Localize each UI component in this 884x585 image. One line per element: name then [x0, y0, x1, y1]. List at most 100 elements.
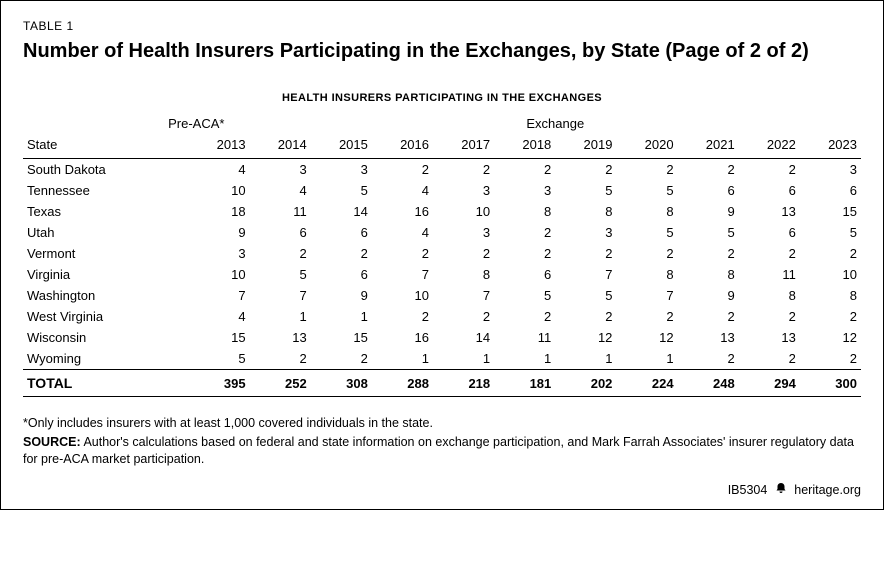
- value-cell: 2: [678, 306, 739, 327]
- page-title: Number of Health Insurers Participating …: [23, 39, 861, 64]
- total-cell: 288: [372, 370, 433, 397]
- year-header: 2021: [678, 133, 739, 159]
- value-cell: 1: [250, 306, 311, 327]
- value-cell: 1: [555, 348, 616, 370]
- value-cell: 6: [311, 264, 372, 285]
- value-cell: 5: [555, 285, 616, 306]
- table-row: Washington779107557988: [23, 285, 861, 306]
- value-cell: 14: [311, 201, 372, 222]
- value-cell: 4: [372, 222, 433, 243]
- year-header: 2023: [800, 133, 861, 159]
- value-cell: 6: [800, 180, 861, 201]
- table-row: West Virginia41122222222: [23, 306, 861, 327]
- total-cell: 218: [433, 370, 494, 397]
- total-cell: 300: [800, 370, 861, 397]
- value-cell: 2: [800, 243, 861, 264]
- footer-site: heritage.org: [794, 483, 861, 497]
- value-cell: 5: [800, 222, 861, 243]
- super-header-row: Pre-ACA* Exchange: [23, 112, 861, 133]
- value-cell: 2: [311, 243, 372, 264]
- total-cell: 202: [555, 370, 616, 397]
- state-cell: Wisconsin: [23, 327, 143, 348]
- value-cell: 14: [433, 327, 494, 348]
- value-cell: 6: [250, 222, 311, 243]
- value-cell: 16: [372, 327, 433, 348]
- value-cell: 7: [372, 264, 433, 285]
- value-cell: 2: [433, 306, 494, 327]
- value-cell: 2: [739, 159, 800, 181]
- value-cell: 4: [372, 180, 433, 201]
- value-cell: 15: [311, 327, 372, 348]
- bell-icon: [775, 483, 790, 497]
- value-cell: 6: [311, 222, 372, 243]
- value-cell: 8: [800, 285, 861, 306]
- value-cell: 13: [678, 327, 739, 348]
- year-header: 2019: [555, 133, 616, 159]
- total-cell: 248: [678, 370, 739, 397]
- value-cell: 9: [678, 285, 739, 306]
- footer-id: IB5304: [728, 483, 768, 497]
- value-cell: 3: [311, 159, 372, 181]
- value-cell: 2: [311, 348, 372, 370]
- value-cell: 3: [250, 159, 311, 181]
- value-cell: 4: [143, 306, 250, 327]
- value-cell: 8: [433, 264, 494, 285]
- year-header: 2017: [433, 133, 494, 159]
- value-cell: 9: [143, 222, 250, 243]
- value-cell: 10: [800, 264, 861, 285]
- value-cell: 6: [739, 180, 800, 201]
- total-cell: 395: [143, 370, 250, 397]
- value-cell: 6: [739, 222, 800, 243]
- value-cell: 2: [494, 222, 555, 243]
- state-cell: Virginia: [23, 264, 143, 285]
- value-cell: 2: [678, 348, 739, 370]
- state-cell: Washington: [23, 285, 143, 306]
- value-cell: 2: [372, 159, 433, 181]
- value-cell: 1: [494, 348, 555, 370]
- value-cell: 11: [250, 201, 311, 222]
- value-cell: 8: [678, 264, 739, 285]
- value-cell: 3: [555, 222, 616, 243]
- value-cell: 2: [494, 306, 555, 327]
- value-cell: 3: [800, 159, 861, 181]
- year-header: 2020: [616, 133, 677, 159]
- total-label: TOTAL: [23, 370, 143, 397]
- value-cell: 2: [555, 243, 616, 264]
- state-cell: Utah: [23, 222, 143, 243]
- state-cell: Tennessee: [23, 180, 143, 201]
- value-cell: 5: [616, 222, 677, 243]
- value-cell: 16: [372, 201, 433, 222]
- value-cell: 6: [494, 264, 555, 285]
- value-cell: 12: [616, 327, 677, 348]
- value-cell: 5: [678, 222, 739, 243]
- value-cell: 15: [143, 327, 250, 348]
- value-cell: 2: [494, 159, 555, 181]
- total-cell: 252: [250, 370, 311, 397]
- value-cell: 18: [143, 201, 250, 222]
- table-label: TABLE 1: [23, 19, 861, 33]
- value-cell: 2: [372, 306, 433, 327]
- table-row: Wyoming52211111222: [23, 348, 861, 370]
- year-header: 2022: [739, 133, 800, 159]
- value-cell: 3: [143, 243, 250, 264]
- value-cell: 8: [616, 264, 677, 285]
- total-cell: 181: [494, 370, 555, 397]
- table-row: South Dakota43322222223: [23, 159, 861, 181]
- value-cell: 11: [494, 327, 555, 348]
- table-row: Utah96643235565: [23, 222, 861, 243]
- table-subtitle: HEALTH INSURERS PARTICIPATING IN THE EXC…: [23, 92, 861, 104]
- state-cell: West Virginia: [23, 306, 143, 327]
- value-cell: 1: [433, 348, 494, 370]
- value-cell: 9: [311, 285, 372, 306]
- value-cell: 3: [433, 180, 494, 201]
- value-cell: 6: [678, 180, 739, 201]
- value-cell: 1: [311, 306, 372, 327]
- value-cell: 2: [555, 159, 616, 181]
- value-cell: 5: [143, 348, 250, 370]
- total-cell: 224: [616, 370, 677, 397]
- source-text: Author's calculations based on federal a…: [23, 435, 854, 466]
- year-header-row: State 2013 2014 2015 2016 2017 2018 2019…: [23, 133, 861, 159]
- value-cell: 3: [433, 222, 494, 243]
- value-cell: 2: [616, 159, 677, 181]
- value-cell: 9: [678, 201, 739, 222]
